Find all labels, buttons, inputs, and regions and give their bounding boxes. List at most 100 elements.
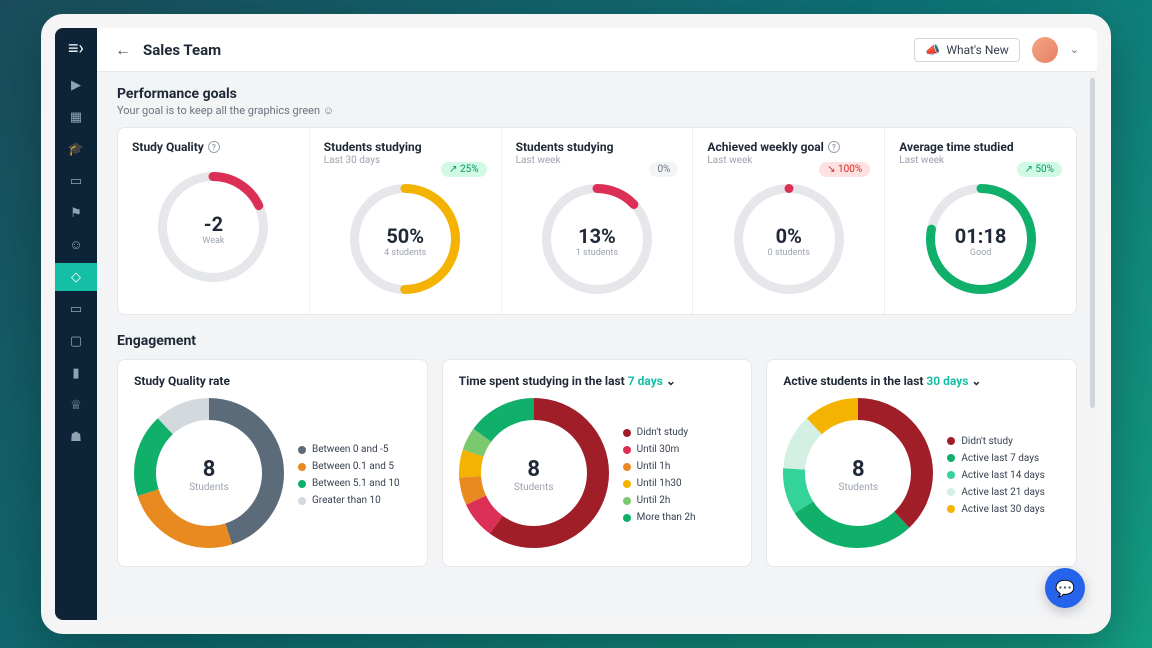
- legend-item: More than 2h: [623, 512, 696, 523]
- period-dropdown[interactable]: 7 days: [628, 374, 663, 388]
- donut-center-value: 8: [852, 457, 865, 482]
- engagement-card: Active students in the last 30 days ⌄ 8 …: [766, 359, 1077, 567]
- legend-item: Active last 30 days: [947, 504, 1044, 515]
- goal-title: Study Quality ?: [132, 140, 295, 154]
- chat-icon: 💬: [1055, 579, 1075, 598]
- goal-title: Average time studied: [899, 140, 1062, 154]
- legend-label: Until 1h30: [637, 478, 682, 489]
- donut-center-label: Students: [514, 482, 554, 493]
- legend-label: Active last 30 days: [961, 504, 1044, 515]
- trend-badge: ↗ 50%: [1017, 162, 1062, 177]
- goal-card: Average time studied Last week ↗ 50% 01:…: [885, 128, 1076, 314]
- performance-title: Performance goals: [117, 86, 1077, 102]
- legend-dot: [298, 446, 306, 454]
- goal-value: 0%: [776, 224, 802, 248]
- legend-item: Didn't study: [947, 436, 1044, 447]
- nav-icon-people[interactable]: ⚑: [62, 199, 90, 227]
- goal-donut: 13% 1 students: [542, 184, 652, 298]
- engagement-title: Engagement: [117, 333, 1077, 349]
- legend: Didn't study Active last 7 days Active l…: [947, 436, 1044, 515]
- nav-icon-person[interactable]: ☺: [62, 231, 90, 259]
- goal-label: 4 students: [384, 248, 426, 258]
- engagement-card: Study Quality rate 8 Students Between 0 …: [117, 359, 428, 567]
- nav-icon-play[interactable]: ▶: [62, 71, 90, 99]
- goal-label: Good: [970, 248, 991, 258]
- app-root: ≡› ▶ ▦ 🎓 ▭ ⚑ ☺ ◇ ▭ ▢ ▮ ♕ ☗ ← Sales Team: [55, 28, 1097, 620]
- goal-label: 0 students: [768, 248, 810, 258]
- legend-item: Until 2h: [623, 495, 696, 506]
- legend-dot: [623, 463, 631, 471]
- chat-fab[interactable]: 💬: [1045, 568, 1085, 608]
- legend-item: Between 5.1 and 10: [298, 478, 400, 489]
- chevron-down-icon[interactable]: ⌄: [1070, 43, 1079, 56]
- nav-icon-cap[interactable]: 🎓: [62, 135, 90, 163]
- logo-icon[interactable]: ≡›: [68, 38, 84, 59]
- engagement-card-title: Study Quality rate: [134, 374, 411, 388]
- info-icon[interactable]: ?: [208, 141, 220, 153]
- engagement-row: Study Quality rate 8 Students Between 0 …: [117, 359, 1077, 567]
- goal-value: 01:18: [955, 224, 1007, 248]
- legend-item: Active last 7 days: [947, 453, 1044, 464]
- legend-label: Didn't study: [637, 427, 688, 438]
- nav-icon-briefcase[interactable]: ▭: [62, 295, 90, 323]
- legend-item: Active last 14 days: [947, 470, 1044, 481]
- goal-value: 50%: [386, 224, 424, 248]
- main-area: ← Sales Team 📣 What's New ⌄ Performance …: [97, 28, 1097, 620]
- goal-donut: -2 Weak: [158, 172, 268, 286]
- legend-label: Between 0.1 and 5: [312, 461, 394, 472]
- legend: Between 0 and -5 Between 0.1 and 5 Betwe…: [298, 444, 400, 506]
- goal-value: 13%: [578, 224, 616, 248]
- legend-item: Until 30m: [623, 444, 696, 455]
- nav-icon-tag[interactable]: ◇: [55, 263, 97, 291]
- sidebar: ≡› ▶ ▦ 🎓 ▭ ⚑ ☺ ◇ ▭ ▢ ▮ ♕ ☗: [55, 28, 97, 620]
- legend-dot: [623, 480, 631, 488]
- back-arrow-icon[interactable]: ←: [115, 40, 131, 60]
- nav-icon-book[interactable]: ▭: [62, 167, 90, 195]
- goal-donut: 01:18 Good: [926, 184, 1036, 298]
- page-title: Sales Team: [143, 41, 221, 59]
- engagement-donut: 8 Students: [459, 398, 609, 552]
- legend-dot: [947, 505, 955, 513]
- whats-new-button[interactable]: 📣 What's New: [914, 38, 1019, 62]
- trend-badge: ↗ 25%: [441, 162, 486, 177]
- legend-dot: [623, 429, 631, 437]
- legend-item: Until 1h30: [623, 478, 696, 489]
- nav-icon-trophy[interactable]: ♕: [62, 391, 90, 419]
- legend-item: Between 0 and -5: [298, 444, 400, 455]
- engagement-card-title: Time spent studying in the last 7 days ⌄: [459, 374, 736, 388]
- legend-dot: [947, 437, 955, 445]
- nav-icon-grid[interactable]: ▦: [62, 103, 90, 131]
- legend-dot: [298, 497, 306, 505]
- legend-dot: [947, 454, 955, 462]
- user-avatar[interactable]: [1032, 37, 1058, 63]
- legend-label: Until 2h: [637, 495, 671, 506]
- legend-item: Greater than 10: [298, 495, 400, 506]
- donut-center-label: Students: [189, 482, 229, 493]
- engagement-card-title: Active students in the last 30 days ⌄: [783, 374, 1060, 388]
- legend-label: Greater than 10: [312, 495, 381, 506]
- legend-item: Until 1h: [623, 461, 696, 472]
- legend-label: Between 5.1 and 10: [312, 478, 400, 489]
- nav-icon-grad[interactable]: ☗: [62, 423, 90, 451]
- legend: Didn't study Until 30m Until 1h Until 1h…: [623, 427, 696, 523]
- goal-value: -2: [204, 212, 223, 236]
- scrollbar[interactable]: [1090, 78, 1095, 408]
- nav-icon-chat[interactable]: ▢: [62, 327, 90, 355]
- nav-icon-bar[interactable]: ▮: [62, 359, 90, 387]
- goals-row: Study Quality ? -2 Weak Students studyin…: [117, 127, 1077, 315]
- trend-badge: 0%: [649, 162, 678, 177]
- performance-subtitle: Your goal is to keep all the graphics gr…: [117, 104, 1077, 117]
- goal-card: Students studying Last 30 days ↗ 25% 50%…: [310, 128, 502, 314]
- goal-card: Study Quality ? -2 Weak: [118, 128, 310, 314]
- engagement-donut: 8 Students: [134, 398, 284, 552]
- info-icon[interactable]: ?: [828, 141, 840, 153]
- goal-title: Students studying: [324, 140, 487, 154]
- topbar: ← Sales Team 📣 What's New ⌄: [97, 28, 1097, 72]
- period-dropdown[interactable]: 30 days: [926, 374, 968, 388]
- legend-label: Active last 7 days: [961, 453, 1039, 464]
- goal-card: Students studying Last week 0% 13% 1 stu…: [502, 128, 694, 314]
- donut-center-value: 8: [527, 457, 540, 482]
- legend-dot: [298, 480, 306, 488]
- legend-dot: [623, 497, 631, 505]
- legend-label: Between 0 and -5: [312, 444, 389, 455]
